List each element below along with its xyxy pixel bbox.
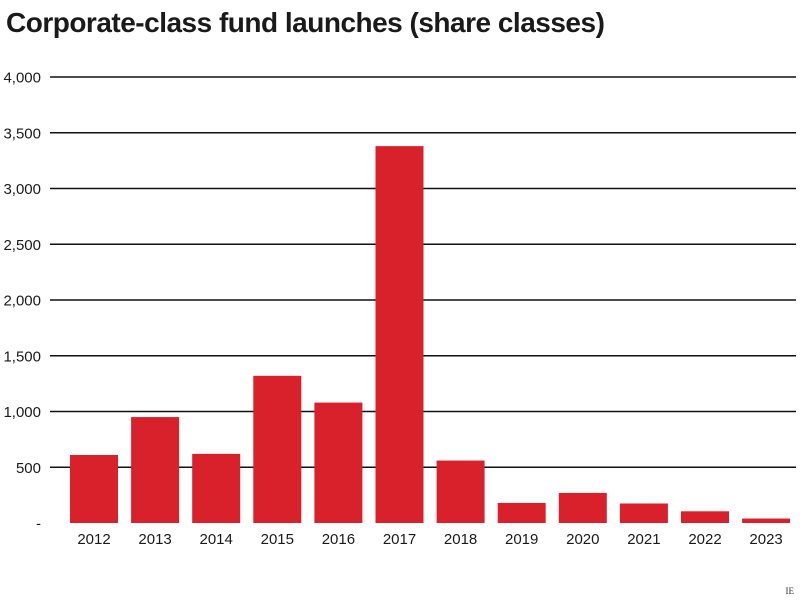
x-tick-label: 2019	[505, 531, 538, 548]
bar-2014	[192, 453, 241, 523]
x-axis-tick-labels: 2012 2013 2014 2015 2016 2017 2018 2019 2020 2021…	[77, 531, 782, 548]
y-tick-label: 2,000	[3, 293, 41, 310]
x-tick-label: 2012	[77, 531, 110, 548]
x-tick-label: 2018	[444, 531, 477, 548]
y-axis-tick-labels: - 500 1,000 1,500 2,000 2,500 3,000 3,500 4,000	[3, 70, 41, 533]
x-tick-label: 2021	[627, 531, 660, 548]
bar-2021	[619, 503, 668, 523]
y-tick-label: -	[36, 516, 41, 533]
bar-2019	[497, 502, 546, 523]
y-tick-label: 3,500	[3, 125, 41, 142]
bar-2015	[253, 375, 302, 523]
x-tick-label: 2020	[566, 531, 599, 548]
x-tick-label: 2016	[322, 531, 355, 548]
y-tick-label: 1,500	[3, 348, 41, 365]
chart-title: Corporate-class fund launches (share cla…	[6, 7, 605, 38]
bar-2012	[70, 454, 118, 523]
bar-2022	[681, 511, 729, 523]
y-tick-label: 3,000	[3, 181, 41, 198]
x-tick-label: 2023	[749, 531, 782, 548]
y-tick-label: 1,000	[3, 404, 41, 421]
x-tick-label: 2014	[200, 531, 233, 548]
x-tick-label: 2017	[383, 531, 416, 548]
bar-2020	[558, 492, 607, 523]
y-tick-label: 500	[16, 460, 41, 477]
bar-2013	[131, 417, 180, 523]
y-tick-label: 4,000	[3, 70, 41, 87]
bar-2023	[742, 518, 791, 523]
credit-mark: IE	[785, 586, 795, 596]
x-tick-label: 2022	[688, 531, 721, 548]
bar-2016	[314, 402, 363, 523]
x-tick-label: 2013	[138, 531, 171, 548]
bar-2017	[375, 146, 424, 523]
bar-2018	[436, 460, 485, 523]
bars	[70, 146, 791, 523]
y-tick-label: 2,500	[3, 237, 41, 254]
x-tick-label: 2015	[261, 531, 294, 548]
